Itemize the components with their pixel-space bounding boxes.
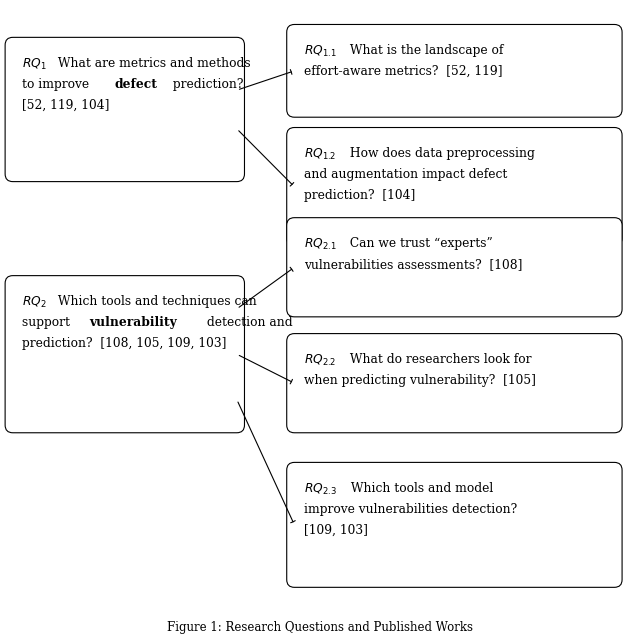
Text: $\mathit{RQ}_{2.2}$: $\mathit{RQ}_{2.2}$ <box>304 353 337 368</box>
Text: prediction?  [104]: prediction? [104] <box>304 189 415 202</box>
Text: $\mathit{RQ}_{1.2}$: $\mathit{RQ}_{1.2}$ <box>304 147 337 162</box>
Text: and augmentation impact defect: and augmentation impact defect <box>304 168 508 181</box>
Text: $\mathit{RQ}_{2.1}$: $\mathit{RQ}_{2.1}$ <box>304 237 337 252</box>
Text: [109, 103]: [109, 103] <box>304 524 368 537</box>
FancyBboxPatch shape <box>5 37 244 182</box>
Text: Which tools and techniques can: Which tools and techniques can <box>54 295 257 308</box>
Text: support: support <box>22 316 74 329</box>
FancyBboxPatch shape <box>287 24 622 117</box>
Text: What do researchers look for: What do researchers look for <box>346 353 531 366</box>
Text: How does data preprocessing: How does data preprocessing <box>346 147 534 160</box>
Text: Can we trust “experts”: Can we trust “experts” <box>346 237 493 250</box>
Text: $\mathit{RQ}_1$: $\mathit{RQ}_1$ <box>22 57 47 71</box>
Text: to improve: to improve <box>22 78 93 91</box>
Text: detection and: detection and <box>203 316 292 329</box>
Text: prediction?: prediction? <box>170 78 244 91</box>
Text: $\mathit{RQ}_{1.1}$: $\mathit{RQ}_{1.1}$ <box>304 44 337 59</box>
FancyBboxPatch shape <box>5 276 244 433</box>
Text: What are metrics and methods: What are metrics and methods <box>54 57 251 70</box>
Text: effort-aware metrics?  [52, 119]: effort-aware metrics? [52, 119] <box>304 65 502 78</box>
Text: What is the landscape of: What is the landscape of <box>346 44 504 57</box>
Text: vulnerabilities assessments?  [108]: vulnerabilities assessments? [108] <box>304 258 522 271</box>
FancyBboxPatch shape <box>287 218 622 317</box>
FancyBboxPatch shape <box>287 334 622 433</box>
Text: prediction?  [108, 105, 109, 103]: prediction? [108, 105, 109, 103] <box>22 337 227 350</box>
Text: $\mathit{RQ}_{2.3}$: $\mathit{RQ}_{2.3}$ <box>304 482 337 497</box>
Text: defect: defect <box>114 78 157 91</box>
FancyBboxPatch shape <box>287 462 622 587</box>
Text: Which tools and model: Which tools and model <box>347 482 493 495</box>
FancyBboxPatch shape <box>287 128 622 246</box>
Text: improve vulnerabilities detection?: improve vulnerabilities detection? <box>304 503 517 516</box>
Text: [52, 119, 104]: [52, 119, 104] <box>22 99 110 112</box>
Text: vulnerability: vulnerability <box>90 316 177 329</box>
Text: when predicting vulnerability?  [105]: when predicting vulnerability? [105] <box>304 374 536 387</box>
Text: Figure 1: Research Questions and Published Works: Figure 1: Research Questions and Publish… <box>167 621 473 634</box>
Text: $\mathit{RQ}_2$: $\mathit{RQ}_2$ <box>22 295 47 310</box>
